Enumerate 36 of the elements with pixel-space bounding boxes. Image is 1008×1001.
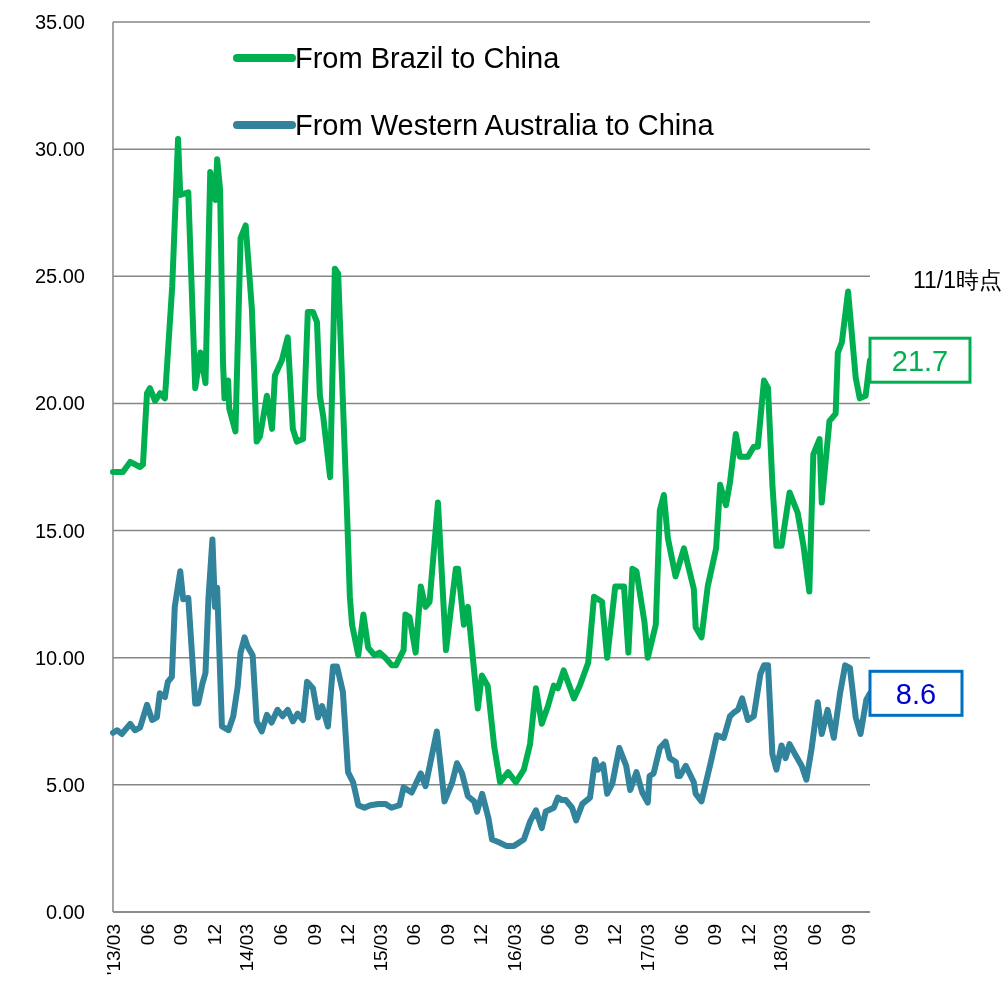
y-tick-label: 0.00	[46, 901, 85, 923]
x-tick-label: 06	[537, 924, 559, 946]
x-tick-label: 18/03	[770, 924, 792, 972]
y-tick-label: 5.00	[46, 773, 85, 796]
x-tick-label: 12	[336, 924, 358, 946]
x-tick-label: 09	[170, 924, 192, 946]
y-tick-label: 10.00	[34, 646, 85, 669]
x-tick-label: 12	[203, 924, 225, 946]
x-tick-label: 15/03	[369, 924, 391, 972]
x-tick-label: 09	[303, 924, 325, 946]
x-tick-label: 16/03	[503, 924, 525, 972]
x-tick-label: 09	[437, 924, 459, 946]
legend-label: From Brazil to China	[295, 42, 561, 74]
x-tick-label: 12	[737, 924, 759, 946]
legend-label: From Western Australia to China	[295, 109, 715, 141]
y-tick-label: 25.00	[34, 265, 85, 288]
x-tick-label: 09	[704, 924, 726, 946]
annotation: 21.7	[891, 345, 949, 378]
text: 11/1時点	[912, 267, 1002, 293]
x-tick-label: 06	[670, 924, 692, 946]
y-tick-label: 20.00	[34, 392, 85, 415]
x-tick-label: 06	[403, 924, 425, 946]
x-tick-label: 12	[470, 924, 492, 946]
x-tick-label: 06	[136, 924, 158, 946]
x-tick-label: 09	[570, 924, 592, 946]
x-tick-label: 12	[604, 924, 626, 946]
y-tick-label: 35.00	[34, 11, 85, 33]
annotation: 8.6	[895, 678, 937, 711]
x-tick-label: 17/03	[637, 924, 659, 972]
x-tick-label: '13/03	[103, 924, 124, 976]
x-tick-label: 09	[837, 924, 859, 946]
x-tick-label: 06	[270, 924, 292, 946]
x-tick-label: 06	[804, 924, 826, 946]
y-tick-label: 15.00	[34, 519, 85, 542]
x-tick-label: 14/03	[236, 924, 258, 972]
y-tick-label: 30.00	[34, 138, 85, 161]
